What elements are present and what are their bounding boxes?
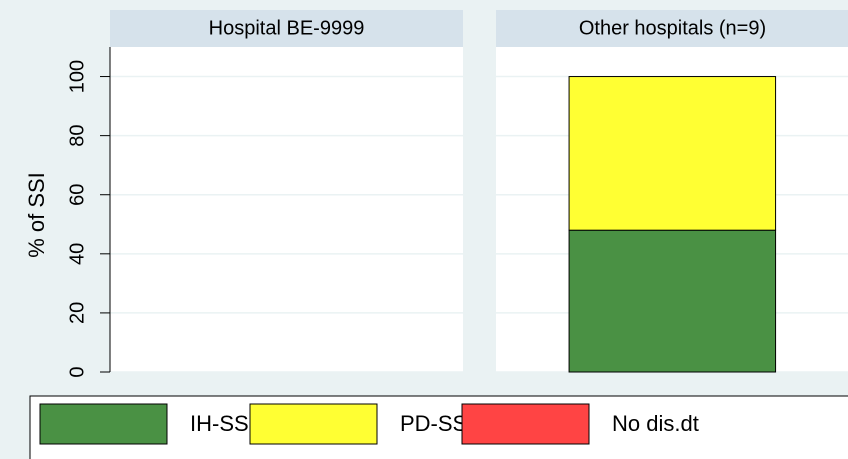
y-tick-label: 20 [66, 302, 88, 324]
legend-key [249, 403, 378, 445]
legend-key [39, 403, 168, 445]
panel-title: Hospital BE-9999 [209, 17, 365, 39]
panel-header [110, 10, 463, 47]
y-tick-label: 0 [66, 366, 88, 377]
panel-header [496, 10, 848, 47]
bar-segment [568, 229, 777, 373]
bar-segment [568, 76, 777, 231]
y-tick-label: 60 [66, 184, 88, 206]
y-tick-label: 100 [66, 60, 88, 93]
legend-key [461, 403, 590, 445]
legend-label: PD-SSI [400, 411, 473, 436]
plot-area [110, 47, 463, 372]
legend-label: No dis.dt [612, 411, 699, 436]
panel-title: Other hospitals (n=9) [579, 17, 766, 39]
y-tick-label: 80 [66, 125, 88, 147]
legend-label: IH-SSI [190, 411, 255, 436]
y-axis-title: % of SSI [24, 172, 49, 258]
y-tick-label: 40 [66, 243, 88, 265]
